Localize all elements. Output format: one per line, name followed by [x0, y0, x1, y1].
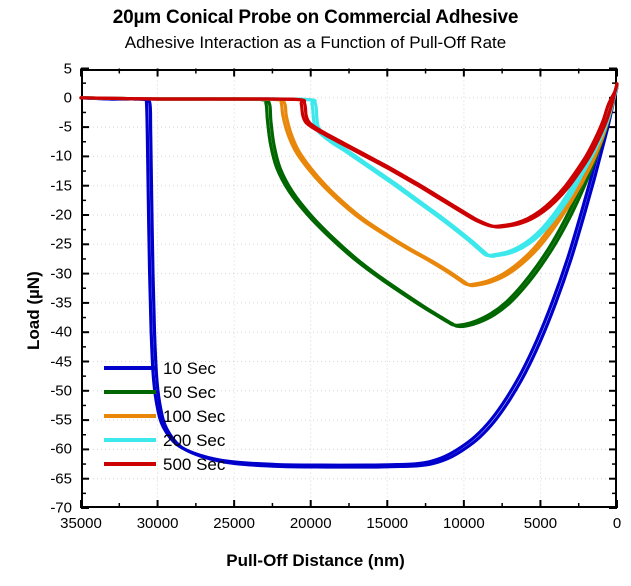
y-tick-label: -40: [50, 323, 72, 341]
y-tick-label: -10: [50, 147, 72, 165]
legend-color-swatch: [104, 414, 156, 418]
series-line: [79, 83, 619, 258]
series-line: [79, 83, 619, 288]
legend-label: 50 Sec: [163, 382, 216, 402]
legend-item[interactable]: 200 Sec: [104, 428, 225, 452]
y-tick-label: -45: [50, 353, 72, 370]
y-tick-label: -25: [50, 235, 72, 253]
y-tick-label: -70: [50, 499, 72, 517]
chart-subtitle: Adhesive Interaction as a Function of Pu…: [124, 33, 507, 52]
series-line: [79, 83, 619, 258]
legend: 10 Sec 50 Sec 100 Sec 200 Sec 500 Sec: [104, 356, 225, 476]
legend-color-swatch: [104, 438, 156, 442]
series-line: [79, 84, 619, 467]
legend-label: 10 Sec: [163, 358, 216, 378]
y-tick-label: -65: [50, 470, 72, 488]
legend-label: 100 Sec: [163, 406, 226, 426]
legend-label: 500 Sec: [163, 454, 226, 474]
x-tick-label: 5000: [523, 515, 558, 532]
y-tick-label: -20: [50, 206, 72, 224]
legend-color-swatch: [104, 462, 156, 466]
series-line: [79, 84, 619, 469]
legend-color-swatch: [104, 390, 156, 394]
legend-item[interactable]: 10 Sec: [104, 356, 225, 380]
axis-ticks: [80, 67, 618, 509]
y-tick-label: 0: [63, 89, 72, 107]
x-tick-label: 15000: [366, 515, 409, 532]
legend-item[interactable]: 500 Sec: [104, 452, 225, 476]
y-tick-label: -5: [58, 118, 72, 136]
legend-item[interactable]: 100 Sec: [104, 404, 225, 428]
x-tick-label: 10000: [442, 515, 485, 532]
legend-item[interactable]: 50 Sec: [104, 380, 225, 404]
y-tick-label: -50: [50, 382, 72, 400]
series-line: [79, 84, 619, 329]
y-tick-label: 5: [63, 60, 72, 77]
series-line: [79, 82, 619, 229]
chart-title: 20µm Conical Probe on Commercial Adhesiv…: [112, 7, 519, 28]
x-tick-label: 35000: [60, 515, 102, 532]
y-axis-title: Load (µN): [24, 271, 43, 350]
y-tick-label: -60: [50, 440, 72, 458]
y-tick-label: -15: [50, 177, 72, 195]
title-block: 20µm Conical Probe on Commercial Adhesiv…: [0, 6, 631, 54]
x-tick-label: 0: [612, 515, 622, 532]
x-tick-label: 30000: [136, 515, 179, 532]
data-series-group: [79, 82, 619, 469]
x-tick-label: 25000: [213, 515, 255, 532]
y-tick-label: -35: [50, 294, 72, 312]
legend-color-swatch: [104, 366, 156, 370]
gridlines: [81, 68, 617, 508]
x-axis-title: Pull-Off Distance (nm): [226, 551, 405, 570]
legend-label: 200 Sec: [163, 430, 226, 450]
y-tick-label: -30: [50, 265, 72, 283]
y-tick-label: -55: [50, 411, 72, 429]
x-tick-label: 20000: [289, 515, 332, 532]
